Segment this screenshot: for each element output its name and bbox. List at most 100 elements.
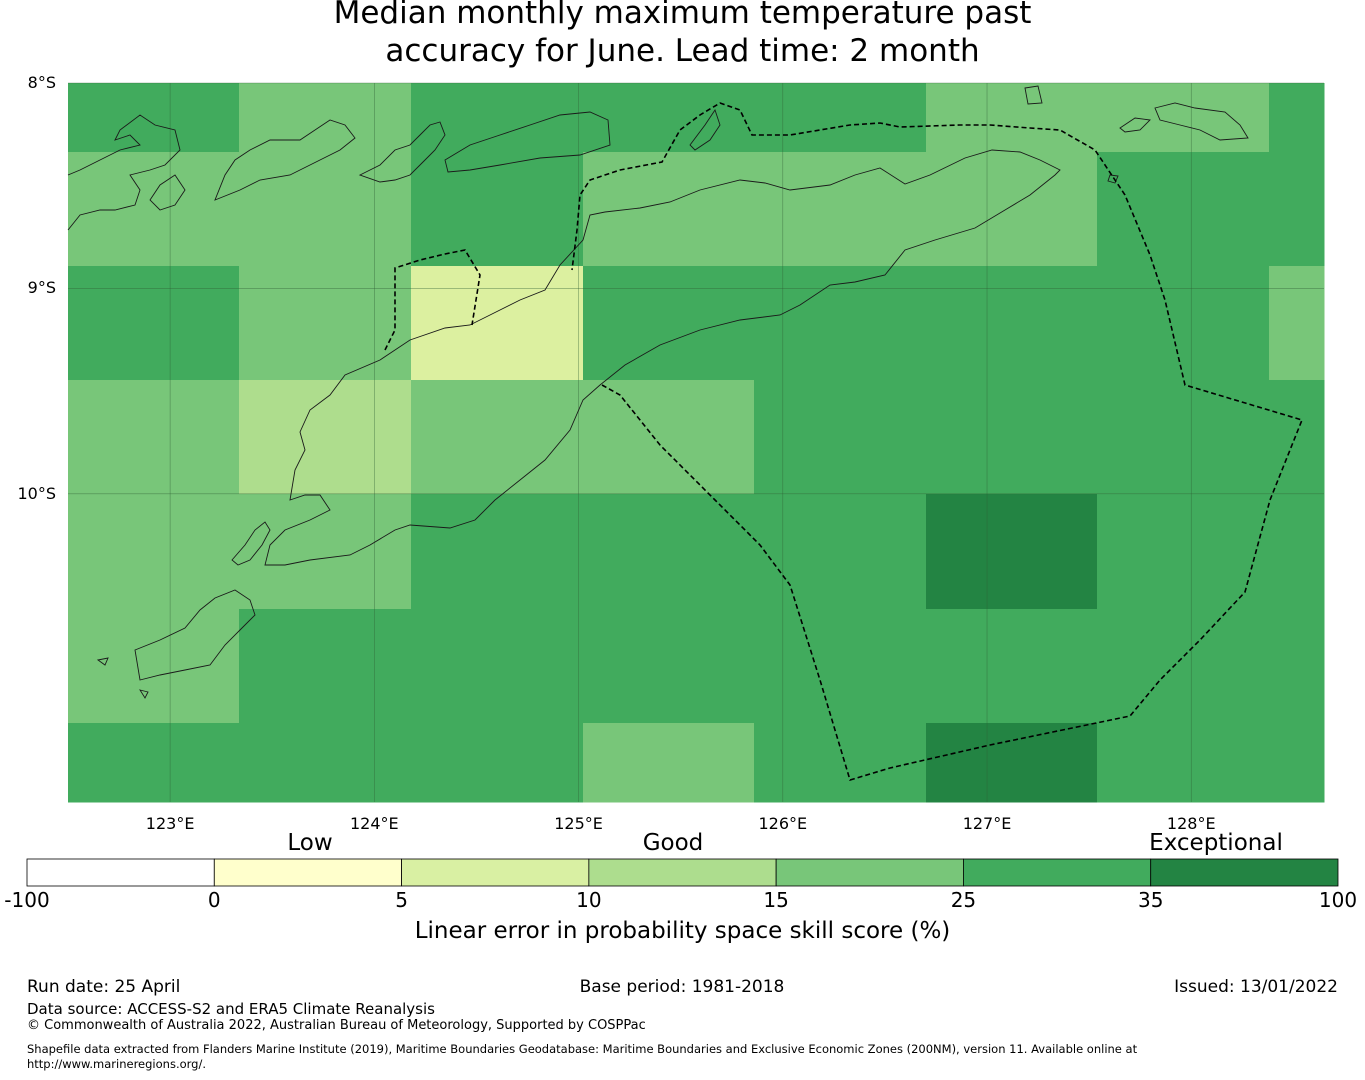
colorbar-bin — [401, 858, 590, 887]
grid-cell — [754, 380, 927, 495]
grid-cell — [1269, 380, 1325, 495]
lat-tick-label: 8°S — [27, 73, 56, 92]
grid-cell — [1097, 723, 1270, 803]
coastline-atauro — [358, 121, 446, 183]
grid-cell — [754, 723, 927, 803]
coastline-alor-east — [214, 119, 356, 201]
grid-cell — [926, 380, 1098, 495]
shapefile-credit-line-1: Shapefile data extracted from Flanders M… — [27, 1042, 1138, 1056]
coastline-small-island-4 — [1154, 102, 1249, 141]
grid-cell — [926, 83, 1098, 153]
colorbar-tick-label: 25 — [950, 888, 977, 912]
grid-cell — [239, 723, 412, 803]
colorbar-tick-label: 100 — [1318, 888, 1358, 912]
grid-cell — [411, 266, 584, 381]
grid-cell — [239, 266, 412, 381]
grid-cell — [1097, 609, 1270, 724]
grid-cell — [1097, 380, 1270, 495]
grid-cell — [754, 152, 927, 267]
grid-cell — [411, 723, 584, 803]
grid-cell — [1269, 494, 1325, 610]
class-label-good: Good — [642, 830, 704, 856]
colorbar-tick-label: 5 — [395, 888, 408, 912]
grid-cell — [583, 152, 755, 267]
coastline-pantar — [149, 174, 186, 211]
grid-cell — [754, 266, 927, 381]
base-period: Base period: 1981-2018 — [579, 977, 785, 997]
grid-cell — [411, 609, 584, 724]
grid-cell — [1269, 83, 1325, 153]
grid-cell — [68, 609, 240, 724]
grid-cell — [239, 380, 412, 495]
issued-date: Issued: 13/01/2022 — [1174, 977, 1338, 997]
coastline-alor — [67, 114, 181, 231]
grid-cell — [411, 380, 584, 495]
eez-boundary-oecusse — [384, 249, 481, 351]
graticule — [68, 82, 1324, 802]
grid-cell — [1269, 266, 1325, 381]
grid-cell — [583, 609, 755, 724]
coastline-small-island-1 — [689, 108, 721, 151]
lon-tick-label: 126°E — [758, 814, 808, 833]
shapefile-credit-line-2: http://www.marineregions.org/. — [27, 1057, 206, 1071]
grid-cell — [68, 266, 240, 381]
coastline-small-island-5 — [1107, 174, 1119, 184]
grid-cell — [68, 380, 240, 495]
grid-cell — [1097, 266, 1270, 381]
grid-cell — [68, 83, 240, 153]
grid-cell — [68, 152, 240, 267]
lon-tick-label: 125°E — [554, 814, 603, 833]
grid-cell — [68, 723, 240, 803]
lon-tick-label: 128°E — [1166, 814, 1216, 833]
colorbar-tick-label: -100 — [4, 888, 50, 912]
lat-tick-label: 9°S — [27, 278, 56, 298]
coastlines — [67, 85, 1249, 699]
coastline-wetar — [444, 111, 611, 173]
colorbar-bin — [963, 858, 1152, 887]
colorbar-tick-label: 15 — [763, 888, 789, 912]
copyright: © Commonwealth of Australia 2022, Austra… — [27, 1018, 646, 1033]
lon-tick-label: 123°E — [145, 814, 195, 833]
coastline-small-island-2 — [1024, 85, 1043, 105]
coastline-small-island-3 — [1119, 117, 1151, 133]
grid-cell — [1269, 723, 1325, 803]
colorbar-bin — [775, 858, 964, 887]
colorbar-tick-label: 10 — [576, 888, 602, 912]
chart-title: Median monthly maximum temperature past … — [0, 0, 1365, 70]
colorbar-bin — [213, 858, 402, 887]
grid-cell — [926, 494, 1098, 610]
maritime-boundaries — [384, 102, 1304, 781]
coastline-raijua — [96, 657, 109, 666]
lat-tick-label: 10°S — [17, 483, 56, 503]
colorbar-bin — [1150, 858, 1339, 887]
coastline-savu — [134, 589, 256, 681]
grid-cell — [583, 494, 755, 610]
coastline-rote — [231, 521, 271, 566]
data-source: Data source: ACCESS-S2 and ERA5 Climate … — [27, 1000, 435, 1018]
grid-cell — [926, 609, 1098, 724]
grid-cell — [926, 723, 1098, 803]
grid-cell — [926, 266, 1098, 381]
colorbar-tick-label: 0 — [207, 888, 221, 912]
title-line-2: accuracy for June. Lead time: 2 month — [385, 33, 980, 69]
lon-tick-label: 124°E — [350, 814, 399, 833]
coastline-timor — [264, 149, 1061, 566]
class-label-exceptional: Exceptional — [1149, 830, 1283, 856]
grid-cell — [411, 83, 584, 153]
grid-cell — [1097, 152, 1270, 267]
colorbar-bin — [26, 858, 215, 887]
eez-boundary-timor-leste — [571, 102, 1304, 781]
colorbar — [26, 858, 1339, 887]
grid-cell — [411, 152, 584, 267]
grid-cell — [754, 609, 927, 724]
grid-cell — [926, 152, 1098, 267]
lon-tick-label: 127°E — [962, 814, 1012, 833]
grid-cell — [1097, 83, 1270, 153]
grid-cell — [239, 494, 412, 610]
grid-cell — [1269, 609, 1325, 724]
coastline-ndao — [139, 689, 149, 699]
run-date: Run date: 25 April — [27, 977, 181, 997]
skill-grid — [68, 83, 1325, 803]
grid-cell — [239, 609, 412, 724]
